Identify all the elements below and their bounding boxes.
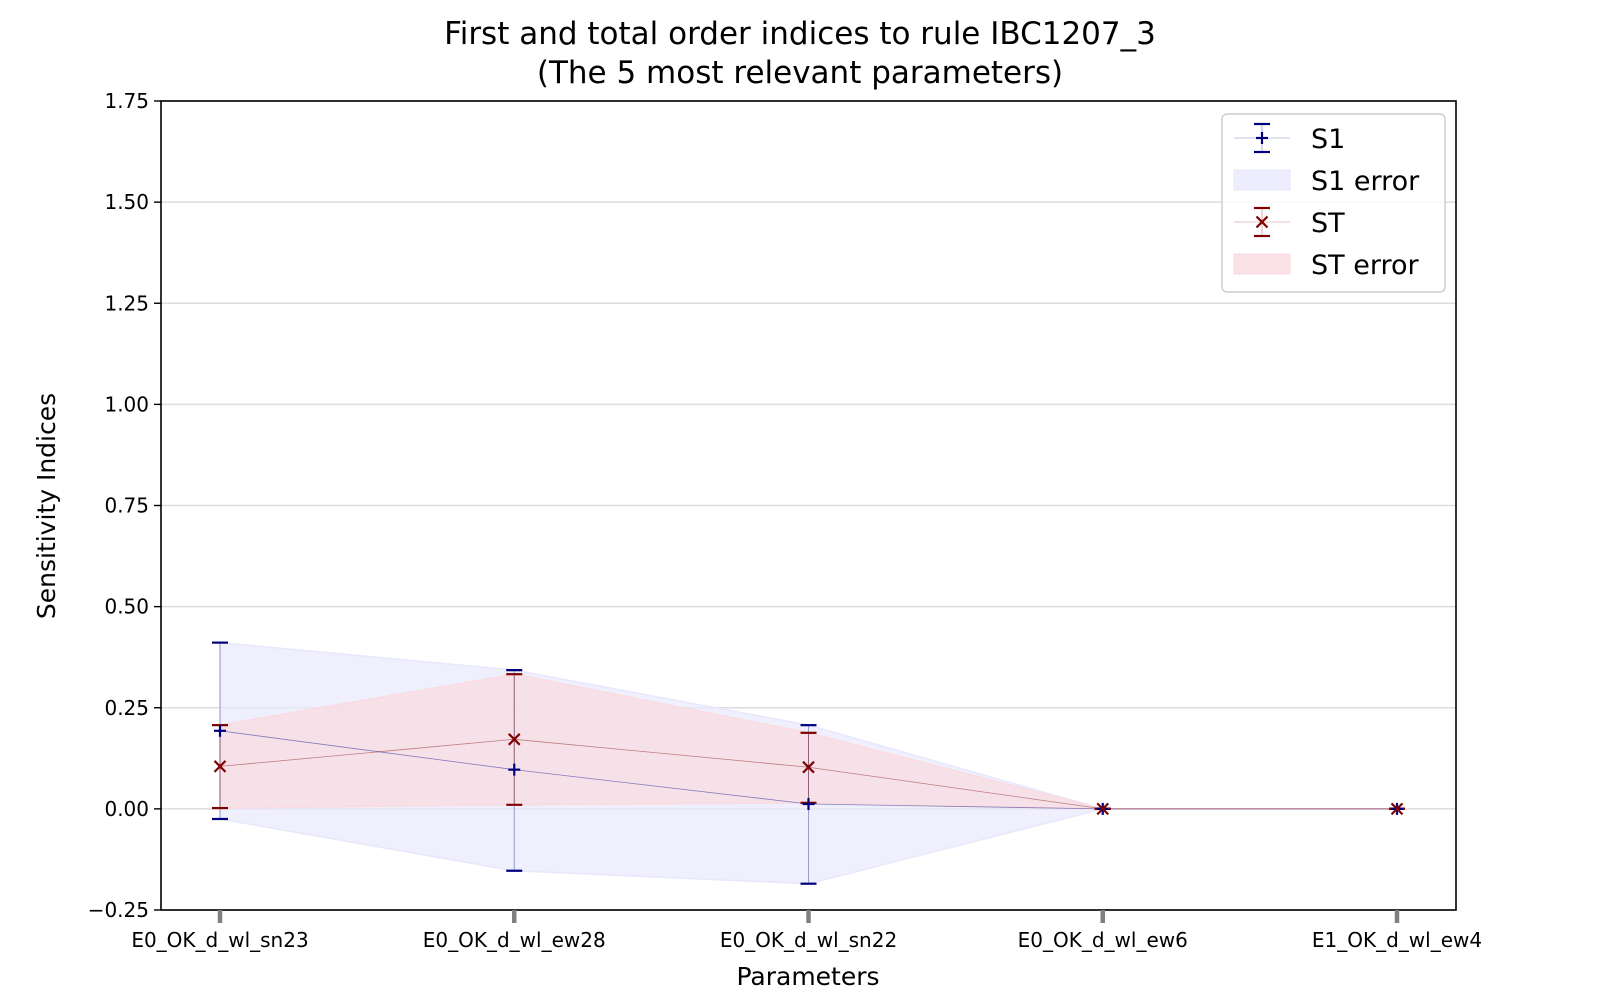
legend-swatch-st xyxy=(1233,253,1291,275)
legend-label: ST error xyxy=(1311,250,1419,281)
marker-d2 xyxy=(1255,215,1269,229)
y-tick-label: 0.50 xyxy=(104,595,149,619)
marker-d2 xyxy=(213,760,227,773)
data-point-st xyxy=(507,733,521,746)
y-tick-label: 0.00 xyxy=(104,797,149,821)
chart-title: First and total order indices to rule IB… xyxy=(444,16,1156,52)
y-axis-ticks: −0.25 0.00 0.25 0.50 0.75 1.00 1.25 1.50 1.75 xyxy=(88,89,161,922)
legend-label: ST xyxy=(1311,208,1345,239)
x-tick-label: E0_OK_d_wl_sn22 xyxy=(720,928,897,952)
legend-handle-s1 xyxy=(1234,122,1290,154)
legend-label: S1 xyxy=(1311,124,1345,155)
marker-d2 xyxy=(1096,802,1110,816)
chart-subtitle: (The 5 most relevant parameters) xyxy=(537,55,1063,91)
legend-marker xyxy=(1256,132,1268,144)
y-tick-label: 1.50 xyxy=(104,190,149,214)
y-tick-label: 0.25 xyxy=(104,696,149,720)
y-tick-label: 1.00 xyxy=(104,392,149,416)
x-axis-label: Parameters xyxy=(736,962,879,991)
x-axis-ticks: E0_OK_d_wl_sn23 E0_OK_d_wl_ew28 E0_OK_d_wl… xyxy=(131,910,1482,952)
x-tick-label: E0_OK_d_wl_ew6 xyxy=(1018,928,1188,952)
legend-box xyxy=(1221,113,1446,293)
marker-d2 xyxy=(802,760,815,774)
legend-marker xyxy=(1255,215,1269,229)
y-axis-label: Sensitivity Indices xyxy=(32,393,61,619)
legend-swatch-s1 xyxy=(1233,169,1291,191)
data-point-s1 xyxy=(214,724,226,737)
y-tick-label: 1.75 xyxy=(104,89,149,113)
marker-d2 xyxy=(1390,802,1404,816)
data-point-st xyxy=(213,760,227,773)
y-tick-label: −0.25 xyxy=(88,898,149,922)
y-tick-label: 0.75 xyxy=(104,494,149,518)
y-tick-label: 1.25 xyxy=(104,291,149,315)
marker-d2 xyxy=(507,733,521,746)
legend-handle-st xyxy=(1234,206,1290,238)
legend-label: S1 error xyxy=(1311,166,1420,197)
data-point-s1 xyxy=(508,763,521,776)
data-point-st xyxy=(802,760,815,774)
data-markers xyxy=(213,724,1404,816)
data-point-st xyxy=(1390,802,1404,816)
legend: S1 S1 error ST ST error xyxy=(1221,113,1446,293)
x-tick-label: E1_OK_d_wl_ew4 xyxy=(1312,928,1482,952)
x-tick-label: E0_OK_d_wl_ew28 xyxy=(423,928,606,952)
data-point-st xyxy=(1096,802,1110,816)
data-point-s1 xyxy=(802,798,815,811)
x-tick-label: E0_OK_d_wl_sn23 xyxy=(131,928,308,952)
